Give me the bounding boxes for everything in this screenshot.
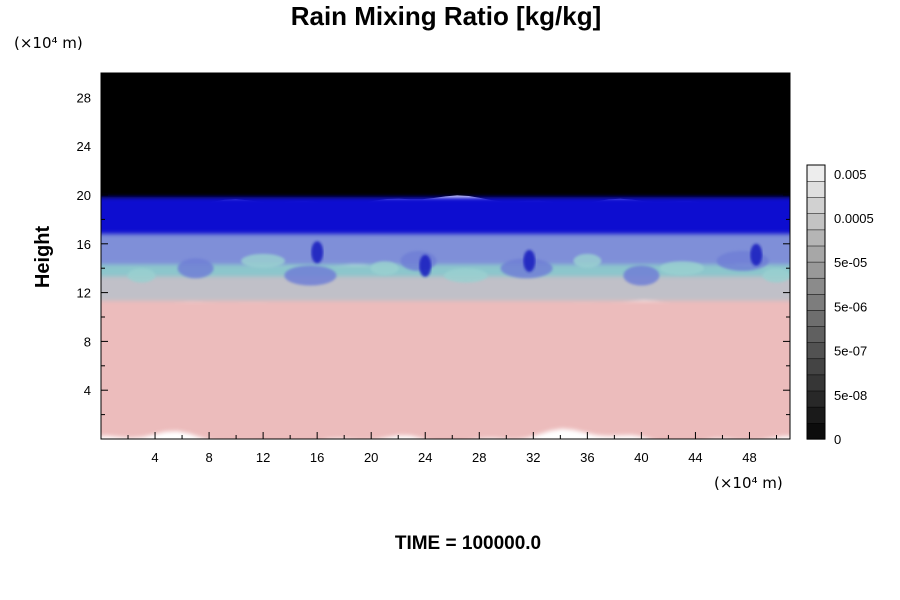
x-tick-label: 36 (580, 450, 594, 465)
colorbar-swatch (806, 213, 826, 231)
eddy-core (523, 249, 536, 272)
colorbar-label: 5e-05 (834, 255, 867, 270)
colorbar-swatch (806, 358, 826, 376)
eddy (241, 253, 286, 268)
x-tick-label: 4 (151, 450, 158, 465)
plot-area (101, 73, 790, 439)
eddy (623, 265, 660, 286)
y-tick-label: 16 (77, 237, 91, 252)
colorbar-swatch (806, 325, 826, 343)
eddy (284, 265, 337, 286)
band-saturated (101, 300, 790, 439)
x-tick-label: 8 (205, 450, 212, 465)
x-tick-label: 28 (472, 450, 486, 465)
colorbar-swatch (806, 277, 826, 295)
colorbar-label: 0.0005 (834, 211, 874, 226)
eddy-core (419, 254, 432, 277)
colorbar-swatch (806, 374, 826, 392)
eddy (127, 268, 156, 283)
eddy-core (311, 241, 324, 264)
x-tick-label: 20 (364, 450, 378, 465)
y-tick-label: 8 (84, 334, 91, 349)
eddy (573, 253, 602, 268)
eddy (762, 268, 790, 283)
y-tick-label: 24 (77, 139, 91, 154)
x-tick-label: 24 (418, 450, 432, 465)
y-tick-label: 28 (77, 90, 91, 105)
x-tick-label: 40 (634, 450, 648, 465)
y-axis-label: Height (32, 226, 54, 289)
colorbar-swatch (806, 390, 826, 408)
y-axis: 4 8 12 16 20 24 28 (77, 90, 790, 416)
x-axis: 4 8 12 16 20 24 28 32 36 40 44 48 (127, 73, 777, 465)
colorbar-swatch (806, 180, 826, 198)
colorbar-label: 0 (834, 432, 841, 447)
eddy (443, 268, 488, 283)
plot-frame (100, 72, 791, 440)
y-tick-label: 12 (77, 286, 91, 301)
band-clear-air (101, 73, 790, 207)
eddy (177, 258, 214, 279)
eddy (659, 261, 704, 276)
colorbar-swatch (806, 229, 826, 247)
colorbar-swatch (806, 261, 826, 279)
x-tick-label: 44 (688, 450, 702, 465)
colorbar-swatch (806, 245, 826, 263)
x-axis-unit: (×10⁴ m) (714, 474, 783, 492)
colorbar-label: 0.005 (834, 167, 867, 182)
y-tick-label: 4 (84, 383, 91, 398)
y-axis-unit: (×10⁴ m) (14, 34, 83, 52)
colorbar-swatch (806, 342, 826, 360)
eddy (370, 261, 399, 276)
x-tick-label: 16 (310, 450, 324, 465)
x-tick-label: 12 (256, 450, 270, 465)
colorbar-swatch (806, 422, 826, 440)
concentration-bands (101, 73, 790, 439)
colorbar-swatch (806, 293, 826, 311)
x-tick-label: 48 (742, 450, 756, 465)
colorbar-swatch (806, 196, 826, 214)
x-tick-label: 32 (526, 450, 540, 465)
chart-title: Rain Mixing Ratio [kg/kg] (291, 1, 602, 31)
eddy-core (750, 243, 763, 266)
colorbar-label: 5e-08 (834, 388, 867, 403)
time-label: TIME = 100000.0 (395, 533, 541, 554)
colorbar: 0 5e-08 5e-07 5e-06 5e-05 0.0005 0.005 (806, 164, 874, 447)
colorbar-swatch (806, 309, 826, 327)
colorbar-frame (806, 164, 826, 440)
y-tick-label: 20 (77, 188, 91, 203)
colorbar-swatch (806, 406, 826, 424)
eddy (400, 250, 437, 271)
colorbar-label: 5e-07 (834, 344, 867, 359)
colorbar-label: 5e-06 (834, 299, 867, 314)
colorbar-swatch (806, 164, 826, 182)
